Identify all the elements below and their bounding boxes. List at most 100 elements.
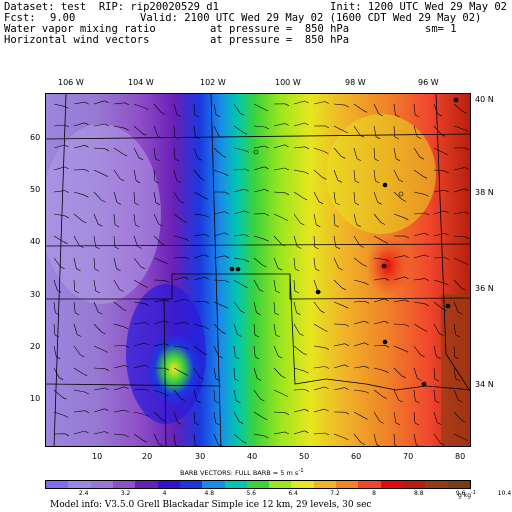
wind-barb	[53, 213, 65, 217]
wind-barb-flag	[344, 437, 349, 441]
wind-barb	[293, 100, 305, 105]
wind-barb	[73, 389, 85, 393]
wind-barb-flag	[444, 282, 449, 286]
wind-barb-flag	[158, 443, 163, 446]
wind-barb	[233, 103, 241, 114]
color-scale-label: 8.8	[414, 490, 424, 497]
map-canvas	[46, 94, 470, 446]
wind-barb	[193, 234, 205, 237]
wind-barb	[353, 147, 358, 159]
wind-barb-flag	[414, 114, 420, 118]
wind-barb-flag	[395, 158, 401, 162]
color-scale-label: 3.2	[120, 490, 131, 497]
wind-barb-flag	[124, 434, 130, 438]
dataset-label: Dataset: test RIP: rip20020529 d1	[4, 1, 219, 13]
wind-barb-flag	[264, 435, 269, 439]
color-scale-cell	[313, 481, 337, 488]
wind-barb-flag	[416, 444, 420, 446]
wind-barb	[173, 103, 178, 115]
wind-barb	[333, 257, 339, 269]
wind-barb	[253, 257, 263, 266]
wind-barb-flag	[204, 215, 210, 218]
wind-barb-flag	[458, 399, 463, 403]
wind-barb-flag	[324, 386, 329, 390]
lon-label: 96 W	[418, 78, 439, 87]
wind-barb	[73, 257, 77, 269]
wind-barb-flag	[424, 232, 429, 236]
x-tick-label: 70	[403, 452, 414, 461]
wind-barb	[93, 431, 105, 435]
wind-barb-flag	[179, 201, 184, 204]
wind-barb-flag	[274, 312, 279, 316]
wind-barb-flag	[184, 276, 189, 280]
wind-barb-flag	[444, 170, 450, 174]
wind-barb	[193, 367, 200, 378]
wind-barb	[253, 389, 261, 400]
wind-barb-flag	[354, 202, 360, 206]
wind-barb	[233, 323, 238, 335]
wind-barb	[313, 345, 325, 348]
wind-barb	[393, 213, 405, 219]
wind-barb	[293, 257, 296, 269]
wind-barb-flag	[442, 308, 447, 312]
wind-barb-flag	[264, 238, 269, 242]
wind-barb	[453, 367, 456, 379]
wind-barb-flag	[175, 444, 179, 446]
wind-barb-flag	[80, 354, 85, 358]
wind-barb-flag	[244, 259, 250, 263]
wind-barb	[353, 279, 365, 284]
wind-barb-flag	[144, 303, 150, 306]
wind-barb-flag	[183, 373, 188, 376]
wind-barb-flag	[101, 331, 106, 335]
color-scale-cell	[224, 481, 247, 488]
wind-barb	[293, 169, 305, 173]
wind-barb	[133, 364, 145, 369]
wind-barb-flag	[242, 131, 248, 135]
color-scale-cell	[68, 481, 91, 488]
wind-barb	[213, 147, 223, 156]
wind-barb-flag	[138, 157, 144, 161]
wind-barb-flag	[76, 268, 81, 271]
wind-barb-flag	[384, 370, 389, 374]
wind-barb	[293, 191, 304, 199]
wind-barb-flag	[184, 298, 189, 302]
wind-barb-flag	[164, 393, 169, 397]
wind-barb	[173, 147, 176, 160]
wind-barb	[373, 389, 383, 397]
wind-barb	[213, 279, 226, 281]
wind-barb-flag	[384, 298, 389, 302]
wind-barb-flag	[394, 136, 399, 140]
wind-barb	[53, 323, 56, 336]
lat-label: 40 N	[475, 95, 494, 104]
color-scale-cell	[425, 481, 448, 488]
wind-barb-flag	[423, 329, 428, 332]
wind-barb	[113, 365, 125, 369]
color-scale-cell	[246, 481, 270, 488]
wind-barb-flag	[82, 220, 87, 224]
wind-barb-flag	[204, 254, 209, 258]
wind-barb	[273, 257, 279, 269]
lon-label: 104 W	[128, 78, 154, 87]
wind-barb	[313, 235, 316, 248]
wind-barb-flag	[417, 378, 422, 381]
wind-barb	[93, 257, 96, 270]
wind-barb-flag	[441, 134, 446, 137]
wind-barb-flag	[95, 246, 100, 250]
wind-barb	[253, 189, 265, 193]
wind-barb	[73, 301, 76, 313]
wind-barb-flag	[60, 266, 65, 270]
wind-barb-flag	[444, 210, 449, 214]
field1-pressure: at pressure = 850 hPa	[210, 23, 350, 35]
wind-barb-flag	[217, 443, 223, 446]
wind-barb-flag	[83, 373, 88, 377]
wind-barb	[53, 166, 65, 171]
wind-barb-flag	[295, 268, 300, 272]
wind-barb-flag	[84, 410, 90, 413]
wind-barb-flag	[203, 196, 208, 200]
wind-barb-flag	[124, 102, 130, 106]
moist-tongue	[326, 114, 436, 234]
wind-barb	[133, 257, 141, 267]
wind-barb-flag	[144, 107, 149, 110]
wind-barb	[53, 144, 65, 149]
wind-barb	[313, 101, 325, 105]
